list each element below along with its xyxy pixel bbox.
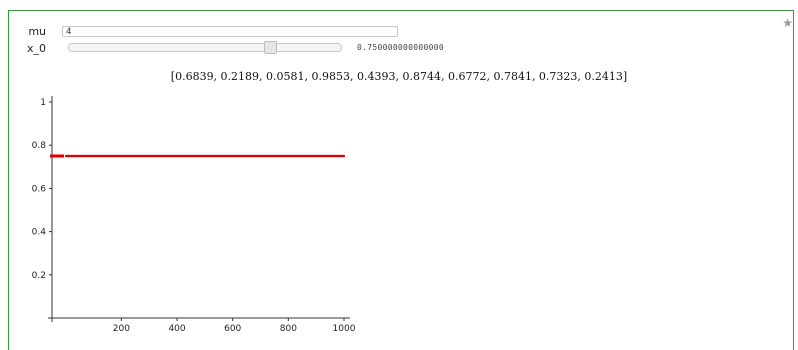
plot-axes: 0.2 0.4 0.6 0.8 1 200 400 600 800 1000: [32, 96, 356, 334]
mu-label: mu: [28, 25, 46, 38]
x-tick-label: 800: [280, 324, 297, 334]
x-tick-label: 400: [168, 324, 185, 334]
y-tick-label: 1: [40, 98, 46, 108]
start-marker: [50, 154, 64, 158]
x-tick-label: 200: [113, 324, 130, 334]
sequence-output: [0.6839, 0.2189, 0.0581, 0.9853, 0.4393,…: [170, 70, 628, 83]
y-tick-label: 0.4: [32, 228, 47, 238]
x0-label: x_0: [26, 42, 46, 55]
x-tick-label: 600: [224, 324, 241, 334]
x-tick-label: 1000: [333, 324, 356, 334]
x0-value: 0.750000000000000: [357, 43, 444, 52]
interact-cell: ★: [8, 10, 794, 350]
plot-points: [64, 154, 346, 158]
y-tick-label: 0.2: [32, 271, 46, 281]
y-tick-label: 0.8: [32, 141, 47, 151]
y-tick-label: 0.6: [32, 184, 47, 194]
star-icon[interactable]: ★: [782, 16, 793, 30]
x0-slider-handle[interactable]: [263, 41, 277, 54]
x0-slider[interactable]: [68, 43, 342, 52]
data-point: [342, 154, 346, 158]
mu-input[interactable]: 4: [62, 26, 398, 37]
